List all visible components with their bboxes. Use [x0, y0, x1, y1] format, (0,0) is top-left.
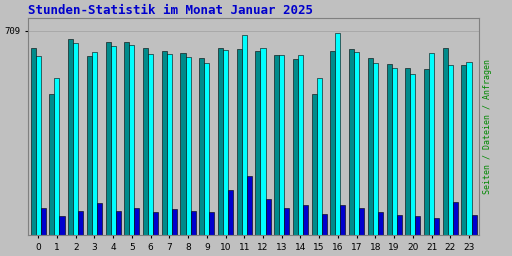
Bar — [54, 78, 59, 235]
Bar — [218, 48, 223, 235]
Bar — [349, 49, 354, 235]
Bar — [130, 45, 135, 235]
Bar — [266, 199, 270, 235]
Bar — [335, 33, 340, 235]
Bar — [124, 42, 130, 235]
Bar — [303, 205, 308, 235]
Bar — [461, 65, 466, 235]
Bar — [373, 63, 378, 235]
Bar — [424, 69, 429, 235]
Bar — [448, 65, 453, 235]
Bar — [223, 50, 228, 235]
Bar — [209, 212, 215, 235]
Bar — [111, 46, 116, 235]
Bar — [298, 55, 303, 235]
Bar — [284, 208, 289, 235]
Bar — [330, 50, 335, 235]
Bar — [434, 218, 439, 235]
Bar — [172, 209, 177, 235]
Bar — [148, 54, 153, 235]
Bar — [279, 55, 284, 235]
Bar — [354, 52, 359, 235]
Bar — [143, 48, 148, 235]
Bar — [274, 55, 279, 235]
Bar — [443, 48, 448, 235]
Bar — [31, 48, 36, 235]
Bar — [190, 211, 196, 235]
Bar — [167, 54, 172, 235]
Bar — [255, 50, 261, 235]
Bar — [199, 58, 204, 235]
Bar — [453, 202, 458, 235]
Bar — [392, 68, 397, 235]
Bar — [41, 208, 46, 235]
Bar — [87, 56, 92, 235]
Bar — [135, 208, 139, 235]
Bar — [312, 94, 316, 235]
Bar — [293, 59, 298, 235]
Bar — [410, 74, 415, 235]
Bar — [49, 94, 54, 235]
Bar — [387, 63, 392, 235]
Bar — [116, 211, 121, 235]
Text: Stunden-Statistik im Monat Januar 2025: Stunden-Statistik im Monat Januar 2025 — [28, 4, 313, 17]
Bar — [237, 49, 242, 235]
Bar — [228, 190, 233, 235]
Bar — [472, 215, 477, 235]
Bar — [378, 212, 383, 235]
Bar — [340, 205, 346, 235]
Bar — [185, 57, 190, 235]
Bar — [359, 208, 364, 235]
Bar — [59, 216, 65, 235]
Bar — [153, 212, 158, 235]
Bar — [466, 62, 472, 235]
Bar — [162, 50, 167, 235]
Bar — [322, 214, 327, 235]
Bar — [68, 39, 73, 235]
Bar — [397, 215, 402, 235]
Bar — [261, 48, 266, 235]
Bar — [405, 68, 410, 235]
Bar — [242, 35, 247, 235]
Bar — [247, 176, 252, 235]
Bar — [415, 216, 420, 235]
Bar — [36, 56, 41, 235]
Bar — [429, 52, 434, 235]
Bar — [78, 211, 83, 235]
Bar — [368, 58, 373, 235]
Bar — [105, 42, 111, 235]
Bar — [204, 63, 209, 235]
Bar — [316, 78, 322, 235]
Bar — [92, 52, 97, 235]
Y-axis label: Seiten / Dateien / Anfragen: Seiten / Dateien / Anfragen — [483, 59, 493, 194]
Bar — [181, 54, 185, 235]
Bar — [73, 43, 78, 235]
Bar — [97, 204, 102, 235]
